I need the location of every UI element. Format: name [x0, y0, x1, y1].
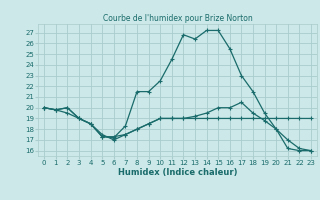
Title: Courbe de l'humidex pour Brize Norton: Courbe de l'humidex pour Brize Norton — [103, 14, 252, 23]
X-axis label: Humidex (Indice chaleur): Humidex (Indice chaleur) — [118, 168, 237, 177]
